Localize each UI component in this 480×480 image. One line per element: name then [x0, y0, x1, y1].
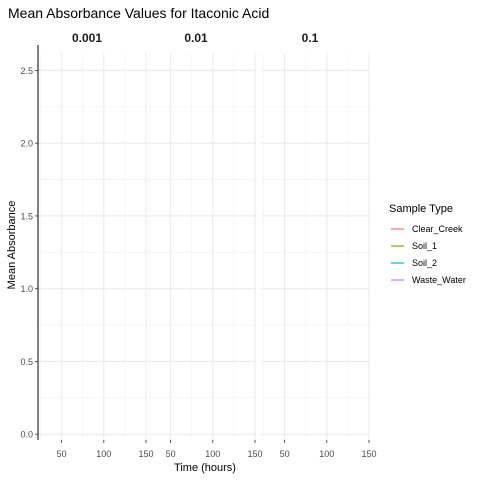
legend-label: Waste_Water	[412, 275, 466, 285]
y-tick-label: 2.5	[20, 66, 33, 76]
y-axis-title: Mean Absorbance	[6, 201, 18, 290]
x-tick-label: 50	[166, 449, 176, 459]
chart-title: Mean Absorbance Values for Itaconic Acid	[8, 5, 269, 21]
y-tick-label: 1.0	[20, 284, 33, 294]
x-tick-label: 150	[361, 449, 376, 459]
y-axis: 0.0 0.5 1.0 1.5 2.0 2.5	[20, 45, 39, 440]
facet-label: 0.01	[184, 31, 208, 45]
x-tick-label: 150	[138, 449, 153, 459]
facet-panel: 0.001	[38, 31, 147, 440]
y-tick-label: 1.5	[20, 211, 33, 221]
x-axis: 50 100 150 50 100 150 50 100 150	[57, 440, 377, 459]
legend-label: Clear_Creek	[412, 224, 463, 234]
legend-item: Soil_1	[391, 241, 437, 251]
facet-panel: 0.1	[261, 31, 370, 440]
x-tick-label: 100	[319, 449, 334, 459]
legend-label: Soil_2	[412, 258, 437, 268]
facet-label: 0.1	[302, 31, 319, 45]
x-tick-label: 100	[96, 449, 111, 459]
legend-label: Soil_1	[412, 241, 437, 251]
x-axis-title: Time (hours)	[174, 462, 236, 474]
x-tick-label: 100	[205, 449, 220, 459]
legend-title: Sample Type	[389, 203, 453, 215]
legend-item: Clear_Creek	[391, 224, 463, 234]
x-tick-label: 150	[247, 449, 262, 459]
y-tick-label: 0.0	[20, 430, 33, 440]
x-tick-label: 50	[280, 449, 290, 459]
x-tick-label: 50	[57, 449, 67, 459]
facet-panels: 0.001 0.01 0.1	[38, 31, 370, 440]
legend-item: Soil_2	[391, 258, 437, 268]
facet-panel: 0.01	[147, 31, 256, 440]
facet-label: 0.001	[72, 31, 102, 45]
y-tick-label: 2.0	[20, 139, 33, 149]
legend-item: Waste_Water	[391, 275, 466, 285]
legend: Sample Type Clear_Creek Soil_1 Soil_2 Waste…	[389, 203, 466, 285]
y-tick-label: 0.5	[20, 357, 33, 367]
